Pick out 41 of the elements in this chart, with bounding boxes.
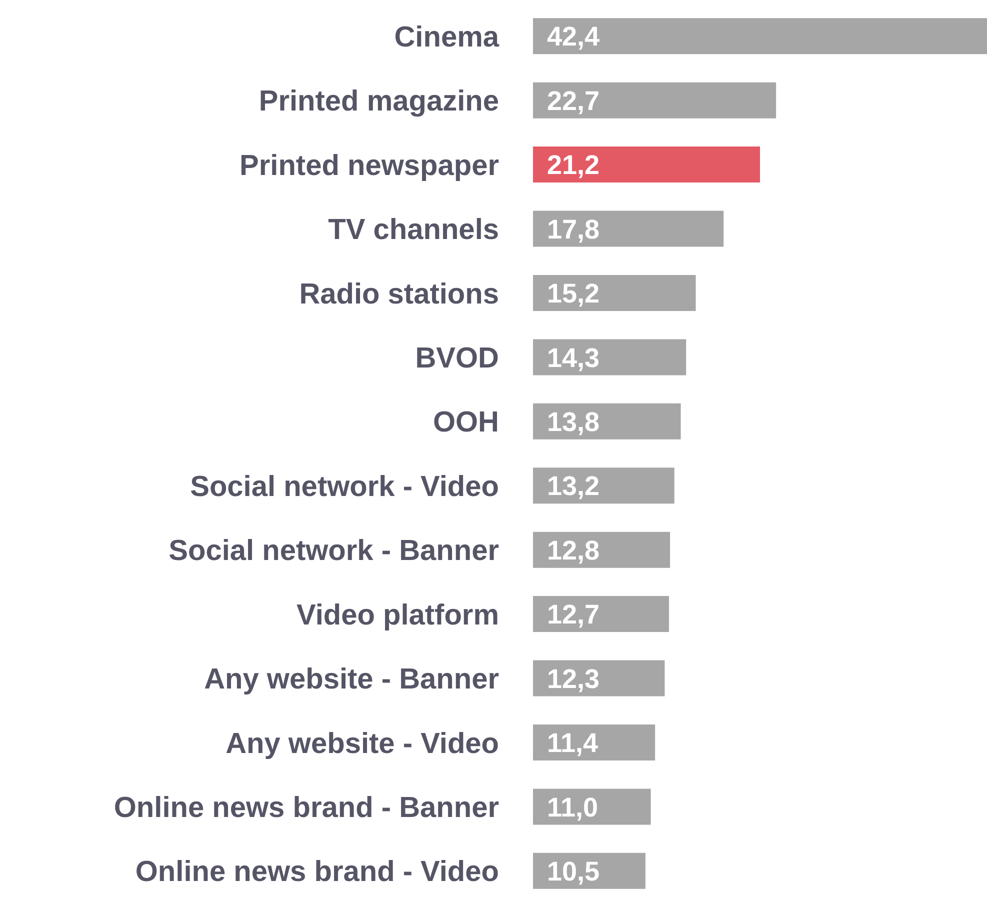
y-tick-label: Social network - Video [190, 470, 499, 503]
bar [533, 788, 651, 825]
bar [533, 468, 674, 504]
y-tick-label: Online news brand - Video [135, 856, 499, 888]
data-label: 11,4 [547, 728, 598, 758]
y-tick-label: Social network - Banner [168, 535, 499, 568]
data-label: 12,7 [547, 600, 600, 630]
y-tick-label: Video platform [296, 599, 499, 632]
bar [533, 82, 776, 118]
bar [533, 403, 681, 440]
bar [533, 724, 656, 760]
bar [533, 146, 760, 183]
data-label: 11,0 [547, 792, 598, 822]
data-label: 42,4 [547, 22, 600, 52]
y-tick-label: BVOD [415, 342, 499, 374]
data-label: 12,8 [547, 535, 600, 566]
bar [533, 18, 987, 54]
data-label: 13,8 [547, 407, 600, 437]
data-label: 15,2 [547, 278, 600, 309]
y-tick-label: Any website - Banner [204, 664, 499, 696]
bar [533, 660, 665, 696]
data-label: 13,2 [547, 471, 600, 502]
data-label: 10,5 [547, 856, 600, 886]
y-tick-label: Printed newspaper [240, 150, 499, 182]
y-tick-label: Online news brand - Banner [114, 792, 499, 824]
bar [533, 339, 686, 376]
data-label: 22,7 [547, 86, 600, 116]
data-label: 21,2 [547, 150, 600, 180]
bar [533, 596, 669, 632]
y-tick-label: Any website - Video [226, 728, 499, 760]
bar [533, 210, 724, 247]
y-tick-label: OOH [432, 406, 499, 439]
y-tick-label: TV channels [328, 214, 499, 246]
data-label: 17,8 [547, 214, 600, 244]
y-tick-label: Cinema [394, 21, 500, 54]
bar [533, 274, 696, 311]
bar [533, 532, 670, 568]
data-label: 14,3 [547, 342, 600, 373]
y-tick-label: Radio stations [299, 278, 499, 310]
y-tick-label: Printed magazine [258, 86, 499, 118]
data-label: 12,3 [547, 664, 600, 694]
